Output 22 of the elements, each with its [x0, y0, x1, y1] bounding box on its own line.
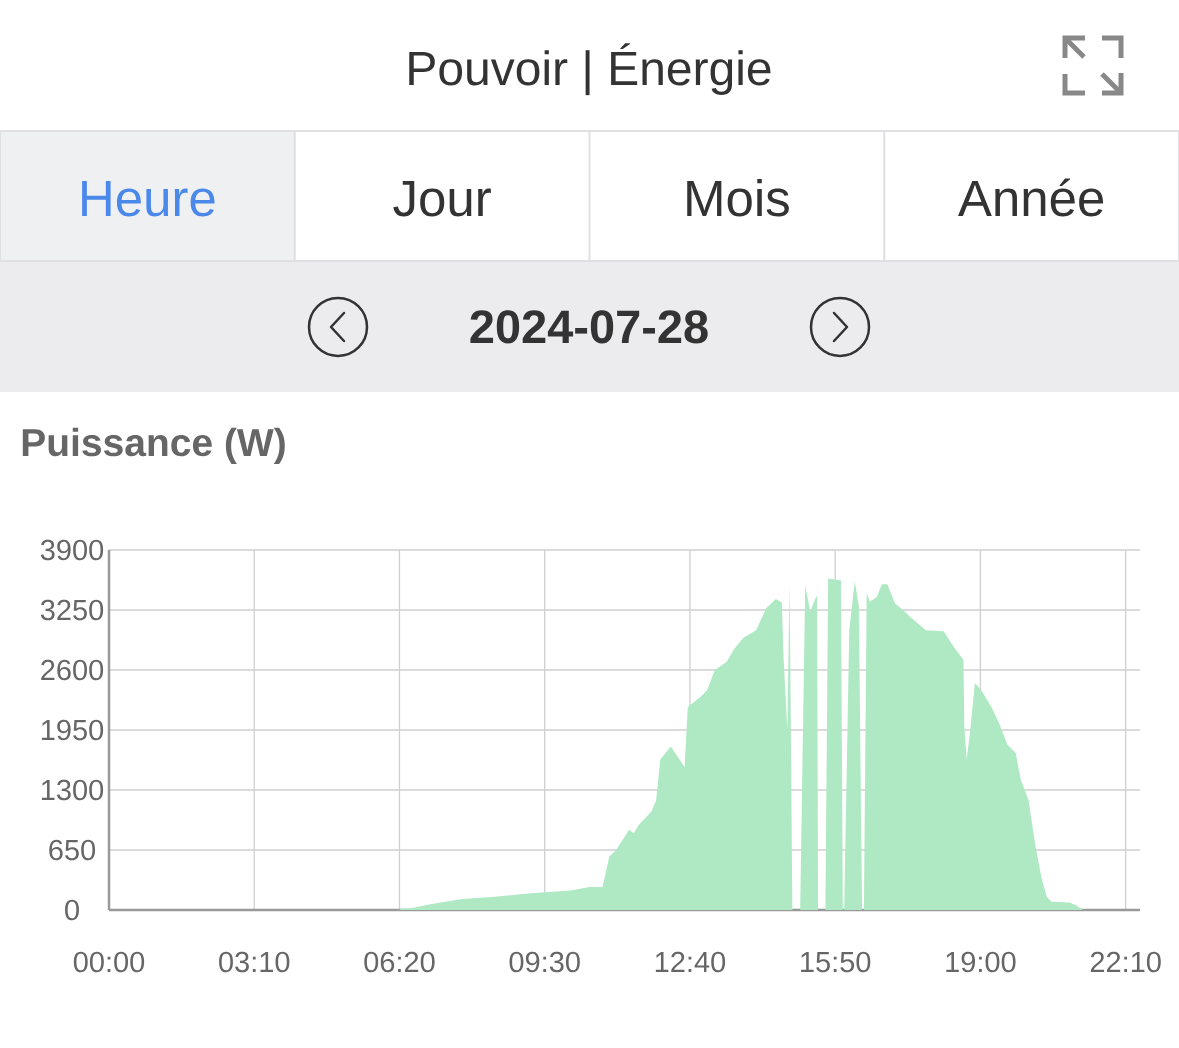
chart-subtitle: 2024-07-28	[470, 310, 708, 344]
y-tick-label: 2600	[41, 659, 104, 681]
y-tick-label: 3900	[40, 539, 104, 561]
y-tick-label: 1300	[41, 779, 104, 801]
x-tick-label: 03:10	[219, 951, 290, 973]
x-tick-label: 06:20	[364, 951, 435, 973]
text: Heure	[82, 180, 215, 217]
y-tick-label: 650	[49, 839, 96, 861]
x-tick-label: 12:40	[655, 951, 726, 973]
x-tick-label: 15:50	[801, 951, 871, 973]
x-tick-label: 22:10	[1090, 951, 1161, 973]
y-tick-label: 1950	[41, 719, 104, 741]
text: Année	[957, 178, 1104, 217]
y-tick-label: 3250	[40, 599, 104, 621]
chart-title: Pouvoir | Énergie	[409, 43, 771, 96]
y-tick-label: 0	[65, 899, 79, 921]
x-tick-label: 00:00	[73, 951, 145, 973]
y-axis-title: Puissance (W)	[22, 427, 285, 465]
x-tick-label: 09:30	[509, 951, 580, 973]
text: Mois	[687, 179, 789, 217]
x-tick-label: 19:00	[946, 951, 1016, 973]
text: Jour	[393, 180, 491, 217]
